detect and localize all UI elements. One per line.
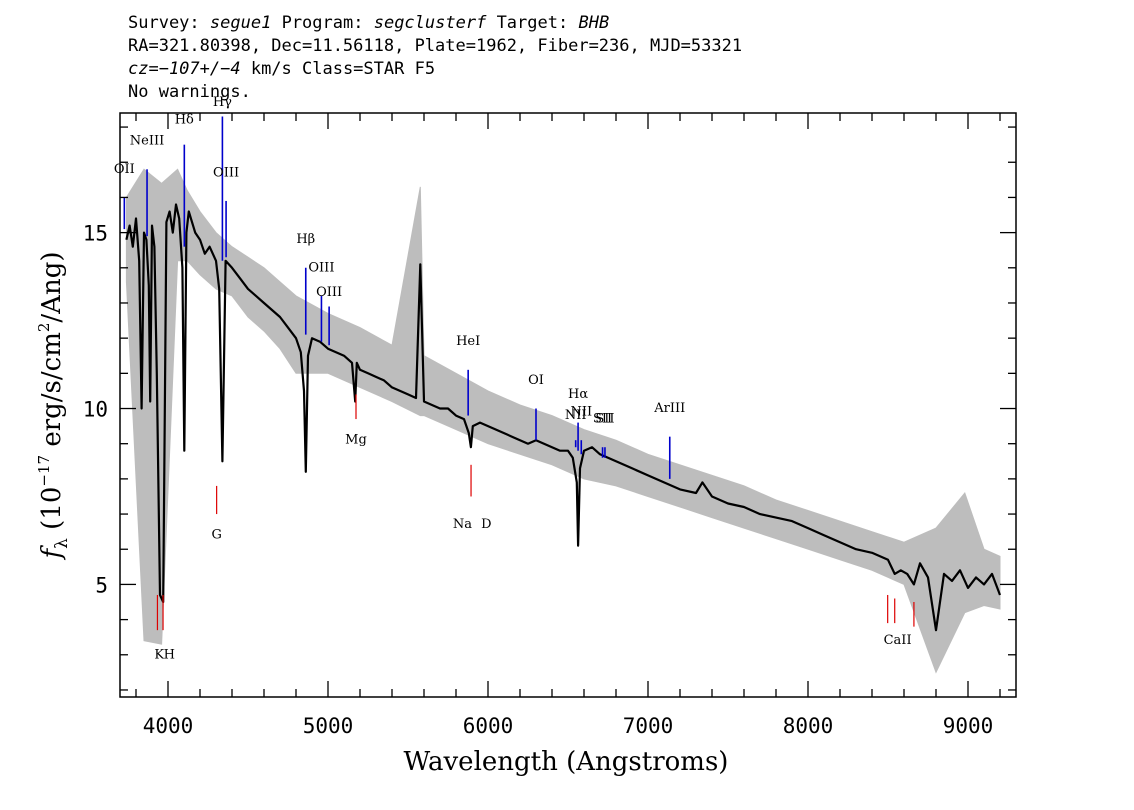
y-label-exp2: 2 bbox=[35, 323, 53, 333]
emission-line-label: NII bbox=[565, 408, 587, 423]
absorption-line-label: K bbox=[154, 647, 164, 662]
y-tick-label: 10 bbox=[83, 398, 108, 422]
emission-line-label: HeI bbox=[456, 334, 480, 349]
emission-line-label: ArIII bbox=[653, 401, 685, 416]
emission-line-label: SII bbox=[595, 412, 614, 427]
target-value: BHB bbox=[578, 13, 610, 33]
flux-line bbox=[125, 203, 1002, 632]
x-tick-label: 8000 bbox=[783, 714, 834, 738]
y-label-close: /Ang) bbox=[37, 252, 67, 323]
emission-line-label: OIII bbox=[308, 260, 334, 275]
program-value: segclusterf bbox=[373, 13, 487, 33]
absorption-line-label: H bbox=[164, 647, 175, 662]
survey-value: segue1 bbox=[209, 13, 272, 33]
class-text: km/s Class=STAR F5 bbox=[240, 59, 436, 79]
absorption-line-label: Na bbox=[453, 517, 472, 532]
emission-line-label: Hα bbox=[568, 387, 588, 402]
header-line-survey: Survey: segue1 Program: segclusterf Targ… bbox=[128, 12, 742, 35]
error-band-layer bbox=[125, 168, 1001, 674]
absorption-line-label: Mg bbox=[345, 433, 367, 448]
cz-value: cz=−107+/−4 bbox=[128, 59, 241, 79]
y-label-sub: λ bbox=[52, 538, 72, 549]
x-axis-label: Wavelength (Angstroms) bbox=[404, 747, 729, 777]
emission-line-label: Hγ bbox=[213, 95, 232, 110]
emission-line-label: NeIII bbox=[130, 134, 164, 149]
emission-line-label: OII bbox=[114, 162, 135, 177]
emission-line-label: OIII bbox=[213, 165, 239, 180]
x-tick-label: 6000 bbox=[463, 714, 514, 738]
emission-line-label: Hδ bbox=[175, 113, 194, 128]
axis-ticks: 4000 5000 6000 7000 8000 9000 5 10 15 bbox=[83, 113, 1016, 738]
emission-line-label: OI bbox=[528, 373, 544, 388]
program-label: Program: bbox=[281, 13, 364, 33]
emission-line-label: OIII bbox=[316, 285, 342, 300]
header-line-warnings: No warnings. bbox=[128, 82, 251, 102]
y-tick-label: 15 bbox=[83, 222, 108, 246]
y-label-mid: erg/s/cm bbox=[37, 332, 67, 455]
header-line-coordinates: RA=321.80398, Dec=11.56118, Plate=1962, … bbox=[128, 36, 743, 56]
x-tick-label: 9000 bbox=[943, 714, 994, 738]
y-tick-label: 5 bbox=[95, 573, 108, 597]
x-tick-label: 7000 bbox=[623, 714, 674, 738]
absorption-line-label: G bbox=[211, 528, 221, 543]
flux-layer bbox=[125, 203, 1002, 632]
y-label-open: (10 bbox=[37, 487, 67, 539]
error-band bbox=[125, 168, 1001, 674]
emission-line-label: SII bbox=[593, 412, 612, 427]
header-line-redshift: cz=−107+/−4 km/s Class=STAR F5 bbox=[128, 58, 742, 81]
x-tick-label: 5000 bbox=[303, 714, 354, 738]
y-axis-label: fλ (10−17 erg/s/cm2/Ang) bbox=[35, 252, 72, 561]
y-label-exp1: −17 bbox=[35, 455, 53, 487]
spectrum-header: Survey: segue1 Program: segclusterf Targ… bbox=[128, 12, 742, 104]
emission-line-label: NII bbox=[570, 405, 592, 420]
absorption-line-label: D bbox=[481, 517, 491, 532]
target-label: Target: bbox=[496, 13, 569, 33]
emission-line-label: Hβ bbox=[296, 232, 315, 247]
absorption-line-label: CaII bbox=[884, 633, 912, 648]
survey-label: Survey: bbox=[128, 13, 200, 33]
x-tick-label: 4000 bbox=[143, 714, 194, 738]
plot-frame bbox=[119, 112, 1017, 698]
